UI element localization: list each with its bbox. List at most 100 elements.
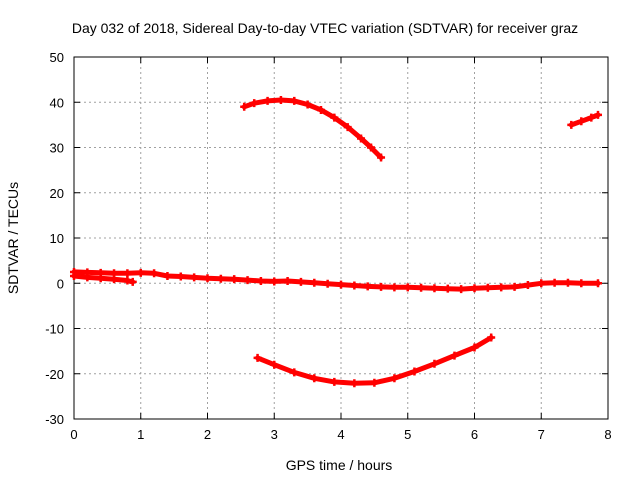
series-3 bbox=[240, 95, 386, 162]
x-tick-label: 7 bbox=[538, 427, 545, 442]
x-tick-label: 2 bbox=[204, 427, 211, 442]
y-axis-label: SDTVAR / TECUs bbox=[5, 182, 21, 294]
data-point bbox=[123, 269, 132, 278]
data-point bbox=[390, 283, 399, 292]
data-point bbox=[203, 274, 212, 283]
y-tick-label: -30 bbox=[45, 412, 64, 427]
y-tick-label: 30 bbox=[50, 141, 64, 156]
data-point bbox=[450, 351, 459, 360]
data-point bbox=[303, 100, 312, 109]
data-point bbox=[250, 99, 259, 108]
data-point bbox=[587, 113, 596, 122]
data-point bbox=[370, 378, 379, 387]
y-tick-label: 40 bbox=[50, 95, 64, 110]
data-point bbox=[276, 95, 285, 104]
data-point bbox=[136, 268, 145, 277]
data-point bbox=[410, 367, 419, 376]
series-line bbox=[568, 112, 601, 128]
x-tick-label: 5 bbox=[404, 427, 411, 442]
data-point bbox=[350, 281, 359, 290]
data-point bbox=[537, 279, 546, 288]
data-point bbox=[123, 276, 132, 285]
data-series bbox=[70, 95, 602, 388]
data-point bbox=[577, 117, 586, 126]
data-point bbox=[330, 377, 339, 386]
x-tick-label: 8 bbox=[604, 427, 611, 442]
grid bbox=[74, 57, 608, 419]
data-point bbox=[470, 343, 479, 352]
data-point bbox=[523, 281, 532, 290]
data-point bbox=[310, 278, 319, 287]
data-point bbox=[253, 353, 262, 362]
axis-ticks: 0 1 2 3 4 5 6 7 8 -30 -20 -10 0 10 20 30 40 50 bbox=[45, 50, 611, 442]
y-tick-label: 50 bbox=[50, 50, 64, 65]
data-point bbox=[230, 275, 239, 284]
data-point bbox=[163, 272, 172, 281]
x-tick-label: 3 bbox=[271, 427, 278, 442]
series-2 bbox=[70, 272, 137, 286]
data-point bbox=[256, 276, 265, 285]
data-point bbox=[377, 282, 386, 291]
data-point bbox=[290, 368, 299, 377]
x-axis-label: GPS time / hours bbox=[286, 457, 393, 473]
data-point bbox=[357, 134, 366, 143]
data-point bbox=[457, 285, 466, 294]
data-point bbox=[243, 276, 252, 285]
data-point bbox=[296, 277, 305, 286]
chart-title: Day 032 of 2018, Sidereal Day-to-day VTE… bbox=[72, 20, 578, 36]
data-point bbox=[377, 153, 386, 162]
series-5 bbox=[567, 110, 602, 129]
data-point bbox=[390, 374, 399, 383]
data-point bbox=[350, 379, 359, 388]
data-point bbox=[330, 113, 339, 122]
y-tick-label: 20 bbox=[50, 186, 64, 201]
data-point bbox=[403, 283, 412, 292]
data-point bbox=[70, 272, 78, 281]
data-point bbox=[323, 279, 332, 288]
data-point bbox=[343, 123, 352, 132]
data-point bbox=[430, 284, 439, 293]
y-tick-label: 0 bbox=[57, 276, 64, 291]
x-tick-label: 6 bbox=[471, 427, 478, 442]
series-1 bbox=[70, 267, 602, 294]
x-tick-label: 0 bbox=[70, 427, 77, 442]
data-point bbox=[563, 278, 572, 287]
series-line bbox=[241, 97, 384, 160]
data-point bbox=[430, 359, 439, 368]
y-tick-label: -20 bbox=[45, 367, 64, 382]
data-point bbox=[593, 279, 602, 288]
data-point bbox=[483, 283, 492, 292]
data-point bbox=[337, 280, 345, 289]
data-point bbox=[577, 279, 586, 288]
data-point bbox=[96, 274, 105, 283]
data-point bbox=[487, 333, 496, 342]
x-tick-label: 4 bbox=[337, 427, 344, 442]
data-point bbox=[290, 96, 299, 105]
data-point bbox=[270, 360, 279, 369]
series-4 bbox=[253, 333, 496, 388]
data-point bbox=[443, 284, 452, 293]
data-point bbox=[316, 105, 325, 114]
data-point bbox=[190, 273, 199, 282]
data-point bbox=[367, 143, 376, 152]
data-point bbox=[567, 120, 576, 129]
data-point bbox=[83, 273, 92, 282]
data-point bbox=[283, 276, 292, 285]
y-tick-label: -10 bbox=[45, 322, 64, 337]
y-tick-label: 10 bbox=[50, 231, 64, 246]
data-point bbox=[470, 284, 479, 293]
data-point bbox=[363, 282, 372, 291]
x-tick-label: 1 bbox=[137, 427, 144, 442]
data-point bbox=[270, 277, 279, 286]
series-line bbox=[71, 269, 601, 292]
data-point bbox=[176, 272, 185, 281]
series-line bbox=[255, 335, 494, 386]
data-point bbox=[593, 110, 602, 119]
data-point bbox=[310, 374, 319, 383]
data-point bbox=[497, 283, 506, 292]
data-point bbox=[263, 96, 272, 105]
data-point bbox=[110, 275, 119, 284]
data-point bbox=[550, 278, 559, 287]
data-point bbox=[510, 282, 519, 291]
